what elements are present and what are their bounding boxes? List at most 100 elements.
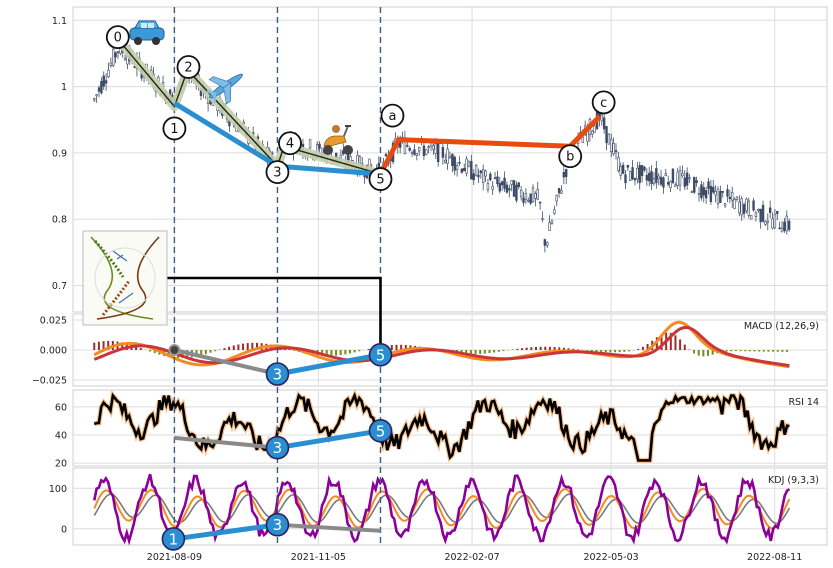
kdj-ytick-label: 100 [49,484,67,495]
candle-body [93,98,96,101]
candle-body [697,192,701,195]
macd-histogram-bar [641,346,644,350]
candle-body [643,166,646,171]
macd-histogram-bar [483,350,486,354]
candle-body [413,149,416,155]
candle-body [685,172,689,186]
candle-body [97,87,101,92]
x-tick-label: 2022-08-11 [747,552,802,563]
candle-body [693,177,696,193]
macd-histogram-bar [493,350,496,353]
rsi-divergence-gray [174,435,278,450]
candle-body [508,188,511,191]
candle-body [761,204,765,222]
candle-body [754,212,758,217]
price-ytick-label: 0.7 [52,281,67,292]
candle-body [384,154,388,157]
candle-body [560,190,563,194]
kdj-marker-1-label: 1 [169,530,179,548]
macd-histogram-bar [479,350,482,354]
macd-divergence-blue [276,352,381,377]
macd-histogram-bar [674,335,677,350]
candle-body [626,164,630,168]
candle-body [446,148,449,164]
candle-body [655,168,658,183]
candle-body [752,200,755,211]
candle-body [733,198,736,209]
candle-body [529,193,532,204]
candle-body [448,156,452,159]
macd-histogram-bar [767,350,770,352]
candle-body [534,193,537,199]
candle-body [116,51,120,53]
rsi-marker-3-circle [265,435,290,460]
macd-histogram-bar [223,348,226,350]
macd-histogram-bar [516,348,519,350]
red-trend-line [378,114,602,176]
macd-histogram-bar [558,347,561,350]
candle-body [659,176,663,185]
rsi-divergence-blue [277,428,381,451]
candle-body [109,62,113,66]
candle-body [621,164,625,174]
candle-body [441,147,445,158]
candle-body [498,183,502,192]
candle-body [704,190,708,199]
candle-body [95,94,98,97]
candle-body [512,180,516,197]
candle-body [410,152,414,154]
macd-histogram-bar [623,350,626,352]
price-ytick-label: 1.1 [52,16,67,27]
candle-body [650,171,653,185]
candle-body [470,161,473,180]
macd-histogram-bar [525,347,528,350]
candle-body [787,220,791,230]
candle-body [543,239,547,246]
candle-body [683,177,686,187]
macd-histogram-bar [618,350,621,353]
candle-body [460,168,464,173]
macd-histogram-bar [697,350,700,356]
candle-body [546,242,549,246]
macd-histogram-bar [139,348,142,350]
macd-histogram-bar [242,343,245,350]
macd-histogram-bar [521,348,524,350]
candle-body [102,75,105,87]
candle-body [766,220,769,223]
macd-histogram-bar [576,349,579,350]
wave-label-circle [176,55,201,79]
candle-body [664,173,668,177]
candle-body [422,145,426,156]
rsi-line [93,391,790,462]
macd-histogram-bar [609,350,612,353]
candle-body [728,196,732,200]
candle-body [776,210,779,214]
candle-body [565,169,568,177]
macd-panel-label: MACD (12,26,9) [744,321,819,332]
macd-histogram-bar [330,350,333,357]
candle-body [123,57,127,61]
macd-histogram-bar [786,350,789,352]
candle-body [671,168,675,183]
candle-body [735,196,739,200]
candle-body [645,174,649,181]
candle-body [453,156,456,171]
macd-histogram-bar [348,350,351,354]
candle-body [617,157,620,171]
kdj-marker-1-circle [161,527,186,551]
candle-body [455,165,459,170]
macd-histogram-bar [753,350,756,352]
macd-histogram-bar [167,350,170,357]
candle-body [436,142,440,162]
rsi-panel-label: RSI 14 [788,397,819,408]
macd-histogram-bar [660,334,663,350]
candle-body [104,80,108,84]
candle-body [491,185,494,190]
wave-label-3: 3 [273,166,281,181]
macd-anchor-dot [168,344,181,356]
candle-body [474,165,478,176]
candle-body [749,215,753,220]
candle-body [553,209,556,214]
candle-body [408,147,411,151]
macd-ytick-label: −0.025 [32,376,67,387]
